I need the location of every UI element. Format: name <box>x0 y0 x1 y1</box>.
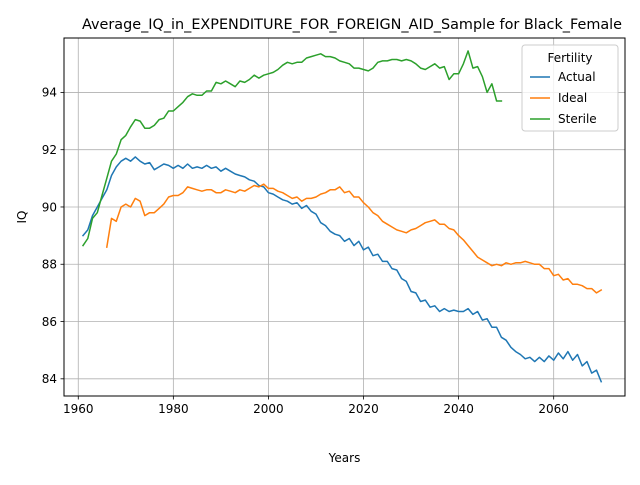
legend-label-actual: Actual <box>558 70 596 84</box>
series-line-ideal <box>105 183 603 294</box>
legend: Fertility Actual Ideal Sterile <box>521 44 619 132</box>
x-tick-label: 2040 <box>443 402 474 416</box>
legend-label-sterile: Sterile <box>558 112 597 126</box>
y-tick-label: 86 <box>42 315 57 329</box>
grid-lines <box>64 38 625 396</box>
legend-title: Fertility <box>547 51 592 65</box>
x-axis-label: Years <box>328 451 361 465</box>
legend-box <box>521 44 619 132</box>
x-tick-label: 2020 <box>348 402 379 416</box>
plot-frame <box>63 37 626 397</box>
series-lines <box>81 50 603 383</box>
y-tick-label: 94 <box>42 86 57 100</box>
series-line-actual <box>81 156 603 383</box>
series-line-sterile <box>81 50 503 247</box>
x-tick-label: 1980 <box>158 402 189 416</box>
y-tick-label: 92 <box>42 143 57 157</box>
chart-title: Average_IQ_in_EXPENDITURE_FOR_FOREIGN_AI… <box>82 17 622 33</box>
x-tick-label: 2000 <box>253 402 284 416</box>
y-tick-label: 84 <box>42 372 57 386</box>
y-axis-label: IQ <box>15 211 29 224</box>
y-tick-label: 90 <box>42 200 57 214</box>
axis-ticks: 1960 1980 2000 2020 2040 2060 84 86 88 90 92 94 <box>42 86 569 416</box>
legend-entries: Actual Ideal Sterile <box>530 70 597 126</box>
x-tick-label: 1960 <box>63 402 94 416</box>
y-tick-label: 88 <box>42 258 57 272</box>
legend-label-ideal: Ideal <box>558 91 587 105</box>
x-tick-label: 2060 <box>538 402 569 416</box>
